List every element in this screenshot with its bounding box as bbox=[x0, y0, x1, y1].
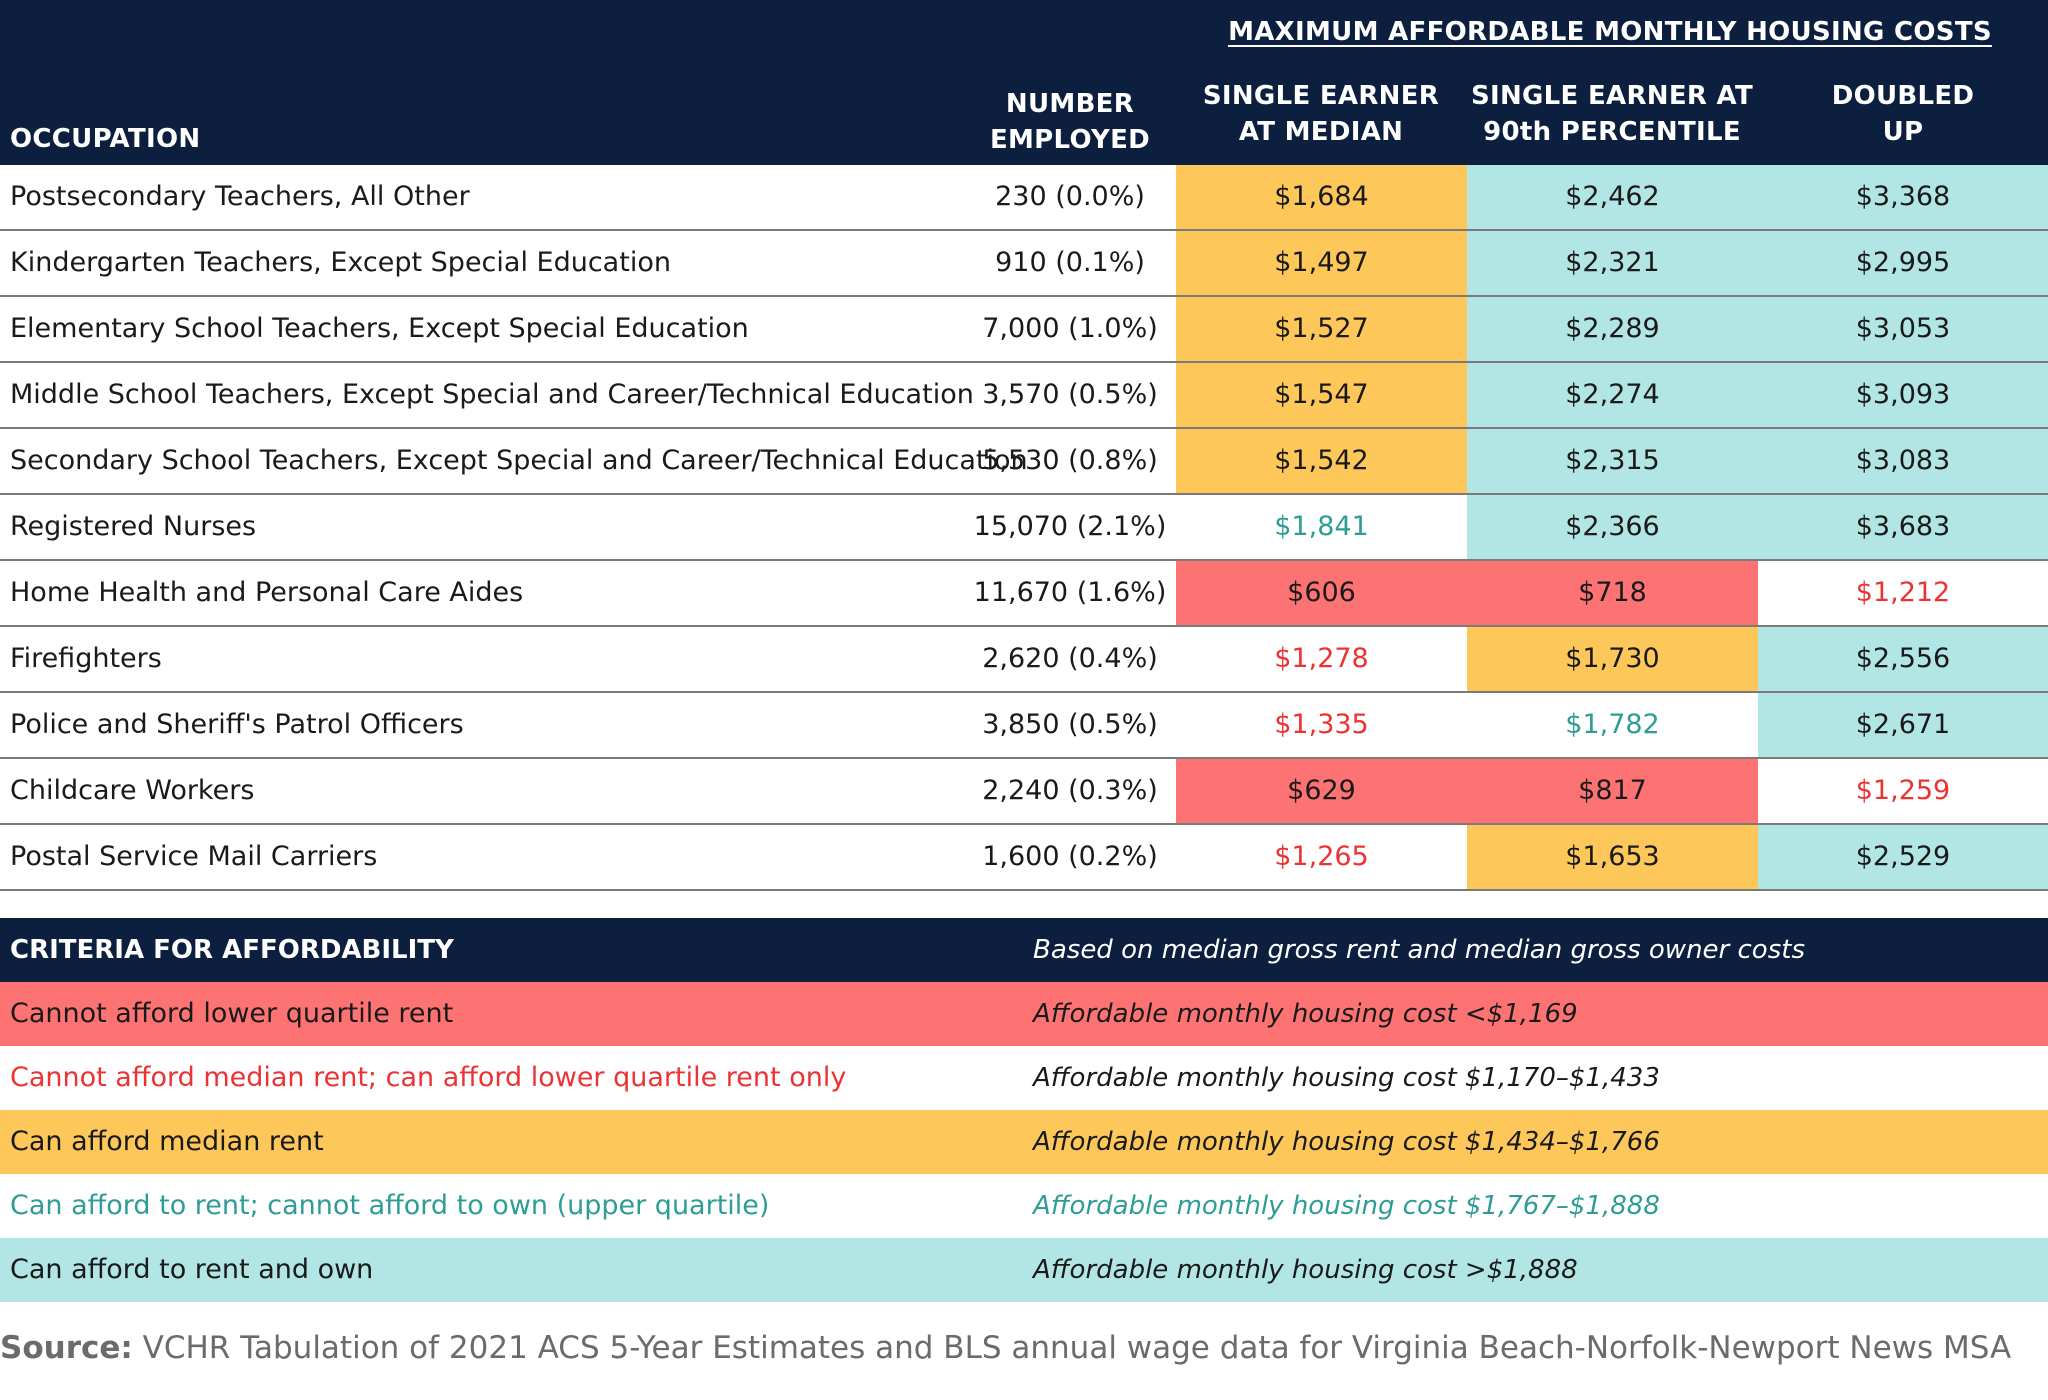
legend-header: CRITERIA FOR AFFORDABILITY Based on medi… bbox=[0, 918, 2048, 982]
cell-number-employed: 3,850 (0.5%) bbox=[982, 709, 1158, 740]
cell-occupation: Kindergarten Teachers, Except Special Ed… bbox=[10, 247, 671, 278]
cell-occupation: Childcare Workers bbox=[10, 775, 255, 806]
cell-number-employed: 2,620 (0.4%) bbox=[982, 643, 1158, 674]
cell-doubled-up: $3,683 bbox=[1758, 495, 2048, 559]
table-row: Postal Service Mail Carriers 1,600 (0.2%)… bbox=[0, 825, 2048, 891]
column-header-doubled-up: DOUBLED UP bbox=[1831, 81, 1975, 147]
legend-item-label: Can afford to rent; cannot afford to own… bbox=[10, 1190, 770, 1221]
cell-number-employed: 7,000 (1.0%) bbox=[982, 313, 1158, 344]
cell-occupation: Home Health and Personal Care Aides bbox=[10, 577, 524, 608]
column-header-occupation: OCCUPATION bbox=[10, 124, 201, 154]
table-row: Postsecondary Teachers, All Other 230 (0.… bbox=[0, 165, 2048, 231]
legend-item: Can afford median rent Affordable monthly… bbox=[0, 1110, 2048, 1174]
legend-item-range: Affordable monthly housing cost >$1,888 bbox=[1033, 1255, 1578, 1285]
source-label: Source: bbox=[0, 1330, 133, 1366]
cell-doubled-up: $3,093 bbox=[1758, 363, 2048, 427]
legend-item-label: Cannot afford lower quartile rent bbox=[10, 998, 454, 1029]
cell-number-employed: 2,240 (0.3%) bbox=[982, 775, 1158, 806]
legend-item-label: Can afford median rent bbox=[10, 1126, 324, 1157]
cell-doubled-up: $2,556 bbox=[1758, 627, 2048, 691]
cell-single-median: $1,497 bbox=[1176, 231, 1467, 295]
cell-occupation: Police and Sheriff's Patrol Officers bbox=[10, 709, 464, 740]
cell-single-median: $1,527 bbox=[1176, 297, 1467, 361]
cell-occupation: Middle School Teachers, Except Special a… bbox=[10, 379, 974, 410]
cell-occupation: Postsecondary Teachers, All Other bbox=[10, 181, 470, 212]
group-header-title: MAXIMUM AFFORDABLE MONTHLY HOUSING COSTS bbox=[1228, 17, 1992, 47]
cell-number-employed: 230 (0.0%) bbox=[995, 181, 1145, 212]
table-row: Secondary School Teachers, Except Specia… bbox=[0, 429, 2048, 495]
cell-single-p90: $817 bbox=[1467, 759, 1758, 823]
cell-single-p90: $2,462 bbox=[1467, 165, 1758, 229]
cell-single-p90: $2,321 bbox=[1467, 231, 1758, 295]
legend-body: Cannot afford lower quartile rent Afforda… bbox=[0, 982, 2048, 1302]
data-table-body: Postsecondary Teachers, All Other 230 (0.… bbox=[0, 165, 2048, 891]
cell-doubled-up: $2,671 bbox=[1758, 693, 2048, 757]
cell-doubled-up: $3,053 bbox=[1758, 297, 2048, 361]
legend-item: Can afford to rent and own Affordable mon… bbox=[0, 1238, 2048, 1302]
cell-single-p90: $2,366 bbox=[1467, 495, 1758, 559]
cell-doubled-up: $2,995 bbox=[1758, 231, 2048, 295]
cell-number-employed: 3,570 (0.5%) bbox=[982, 379, 1158, 410]
cell-doubled-up: $3,368 bbox=[1758, 165, 2048, 229]
cell-single-p90: $2,274 bbox=[1467, 363, 1758, 427]
cell-occupation: Secondary School Teachers, Except Specia… bbox=[10, 445, 1028, 476]
cell-number-employed: 1,600 (0.2%) bbox=[982, 841, 1158, 872]
legend-item-range: Affordable monthly housing cost $1,170–$… bbox=[1033, 1063, 1660, 1093]
table-row: Police and Sheriff's Patrol Officers 3,85… bbox=[0, 693, 2048, 759]
legend-item-label: Cannot afford median rent; can afford lo… bbox=[10, 1062, 847, 1093]
cell-single-p90: $1,730 bbox=[1467, 627, 1758, 691]
cell-single-p90: $718 bbox=[1467, 561, 1758, 625]
table-row: Home Health and Personal Care Aides 11,67… bbox=[0, 561, 2048, 627]
column-header-number-employed: NUMBER EMPLOYED bbox=[989, 89, 1151, 155]
cell-doubled-up: $1,259 bbox=[1758, 759, 2048, 823]
cell-occupation: Firefighters bbox=[10, 643, 162, 674]
cell-number-employed: 15,070 (2.1%) bbox=[973, 511, 1167, 542]
cell-single-median: $1,841 bbox=[1176, 495, 1467, 559]
cell-doubled-up: $3,083 bbox=[1758, 429, 2048, 493]
column-header-single-median: SINGLE EARNER AT MEDIAN bbox=[1202, 81, 1440, 147]
legend-title: CRITERIA FOR AFFORDABILITY bbox=[10, 935, 454, 965]
table-row: Elementary School Teachers, Except Speci… bbox=[0, 297, 2048, 363]
cell-single-p90: $1,653 bbox=[1467, 825, 1758, 889]
cell-occupation: Registered Nurses bbox=[10, 511, 257, 542]
cell-single-median: $1,278 bbox=[1176, 627, 1467, 691]
cell-single-median: $629 bbox=[1176, 759, 1467, 823]
cell-single-median: $1,547 bbox=[1176, 363, 1467, 427]
table-header: MAXIMUM AFFORDABLE MONTHLY HOUSING COSTS… bbox=[0, 0, 2048, 165]
source-text: VCHR Tabulation of 2021 ACS 5-Year Estim… bbox=[132, 1330, 2012, 1366]
cell-single-median: $1,684 bbox=[1176, 165, 1467, 229]
cell-single-p90: $1,782 bbox=[1467, 693, 1758, 757]
cell-single-median: $1,335 bbox=[1176, 693, 1467, 757]
cell-single-median: $1,542 bbox=[1176, 429, 1467, 493]
cell-single-median: $1,265 bbox=[1176, 825, 1467, 889]
legend-item-range: Affordable monthly housing cost <$1,169 bbox=[1033, 999, 1578, 1029]
table-row: Childcare Workers 2,240 (0.3%) $629 $817 $1,… bbox=[0, 759, 2048, 825]
cell-single-p90: $2,289 bbox=[1467, 297, 1758, 361]
table-row: Kindergarten Teachers, Except Special Ed… bbox=[0, 231, 2048, 297]
legend-item: Cannot afford lower quartile rent Afforda… bbox=[0, 982, 2048, 1046]
cell-number-employed: 11,670 (1.6%) bbox=[973, 577, 1167, 608]
legend-item: Cannot afford median rent; can afford lo… bbox=[0, 1046, 2048, 1110]
cell-single-p90: $2,315 bbox=[1467, 429, 1758, 493]
cell-doubled-up: $1,212 bbox=[1758, 561, 2048, 625]
table-row: Middle School Teachers, Except Special a… bbox=[0, 363, 2048, 429]
cell-number-employed: 910 (0.1%) bbox=[995, 247, 1145, 278]
table-row: Registered Nurses 15,070 (2.1%) $1,841 $2,3… bbox=[0, 495, 2048, 561]
source-note: Source: VCHR Tabulation of 2021 ACS 5-Ye… bbox=[0, 1330, 2011, 1366]
legend-item-label: Can afford to rent and own bbox=[10, 1254, 374, 1285]
legend-item-range: Affordable monthly housing cost $1,434–$… bbox=[1033, 1127, 1660, 1157]
cell-single-median: $606 bbox=[1176, 561, 1467, 625]
legend-note: Based on median gross rent and median gr… bbox=[1033, 935, 1805, 965]
cell-occupation: Elementary School Teachers, Except Speci… bbox=[10, 313, 749, 344]
legend-item: Can afford to rent; cannot afford to own… bbox=[0, 1174, 2048, 1238]
table-row: Firefighters 2,620 (0.4%) $1,278 $1,730 $2,5… bbox=[0, 627, 2048, 693]
legend-item-range: Affordable monthly housing cost $1,767–$… bbox=[1033, 1191, 1660, 1221]
cell-number-employed: 5,530 (0.8%) bbox=[982, 445, 1158, 476]
cell-occupation: Postal Service Mail Carriers bbox=[10, 841, 378, 872]
cell-doubled-up: $2,529 bbox=[1758, 825, 2048, 889]
column-header-single-p90: SINGLE EARNER AT 90th PERCENTILE bbox=[1470, 81, 1753, 147]
